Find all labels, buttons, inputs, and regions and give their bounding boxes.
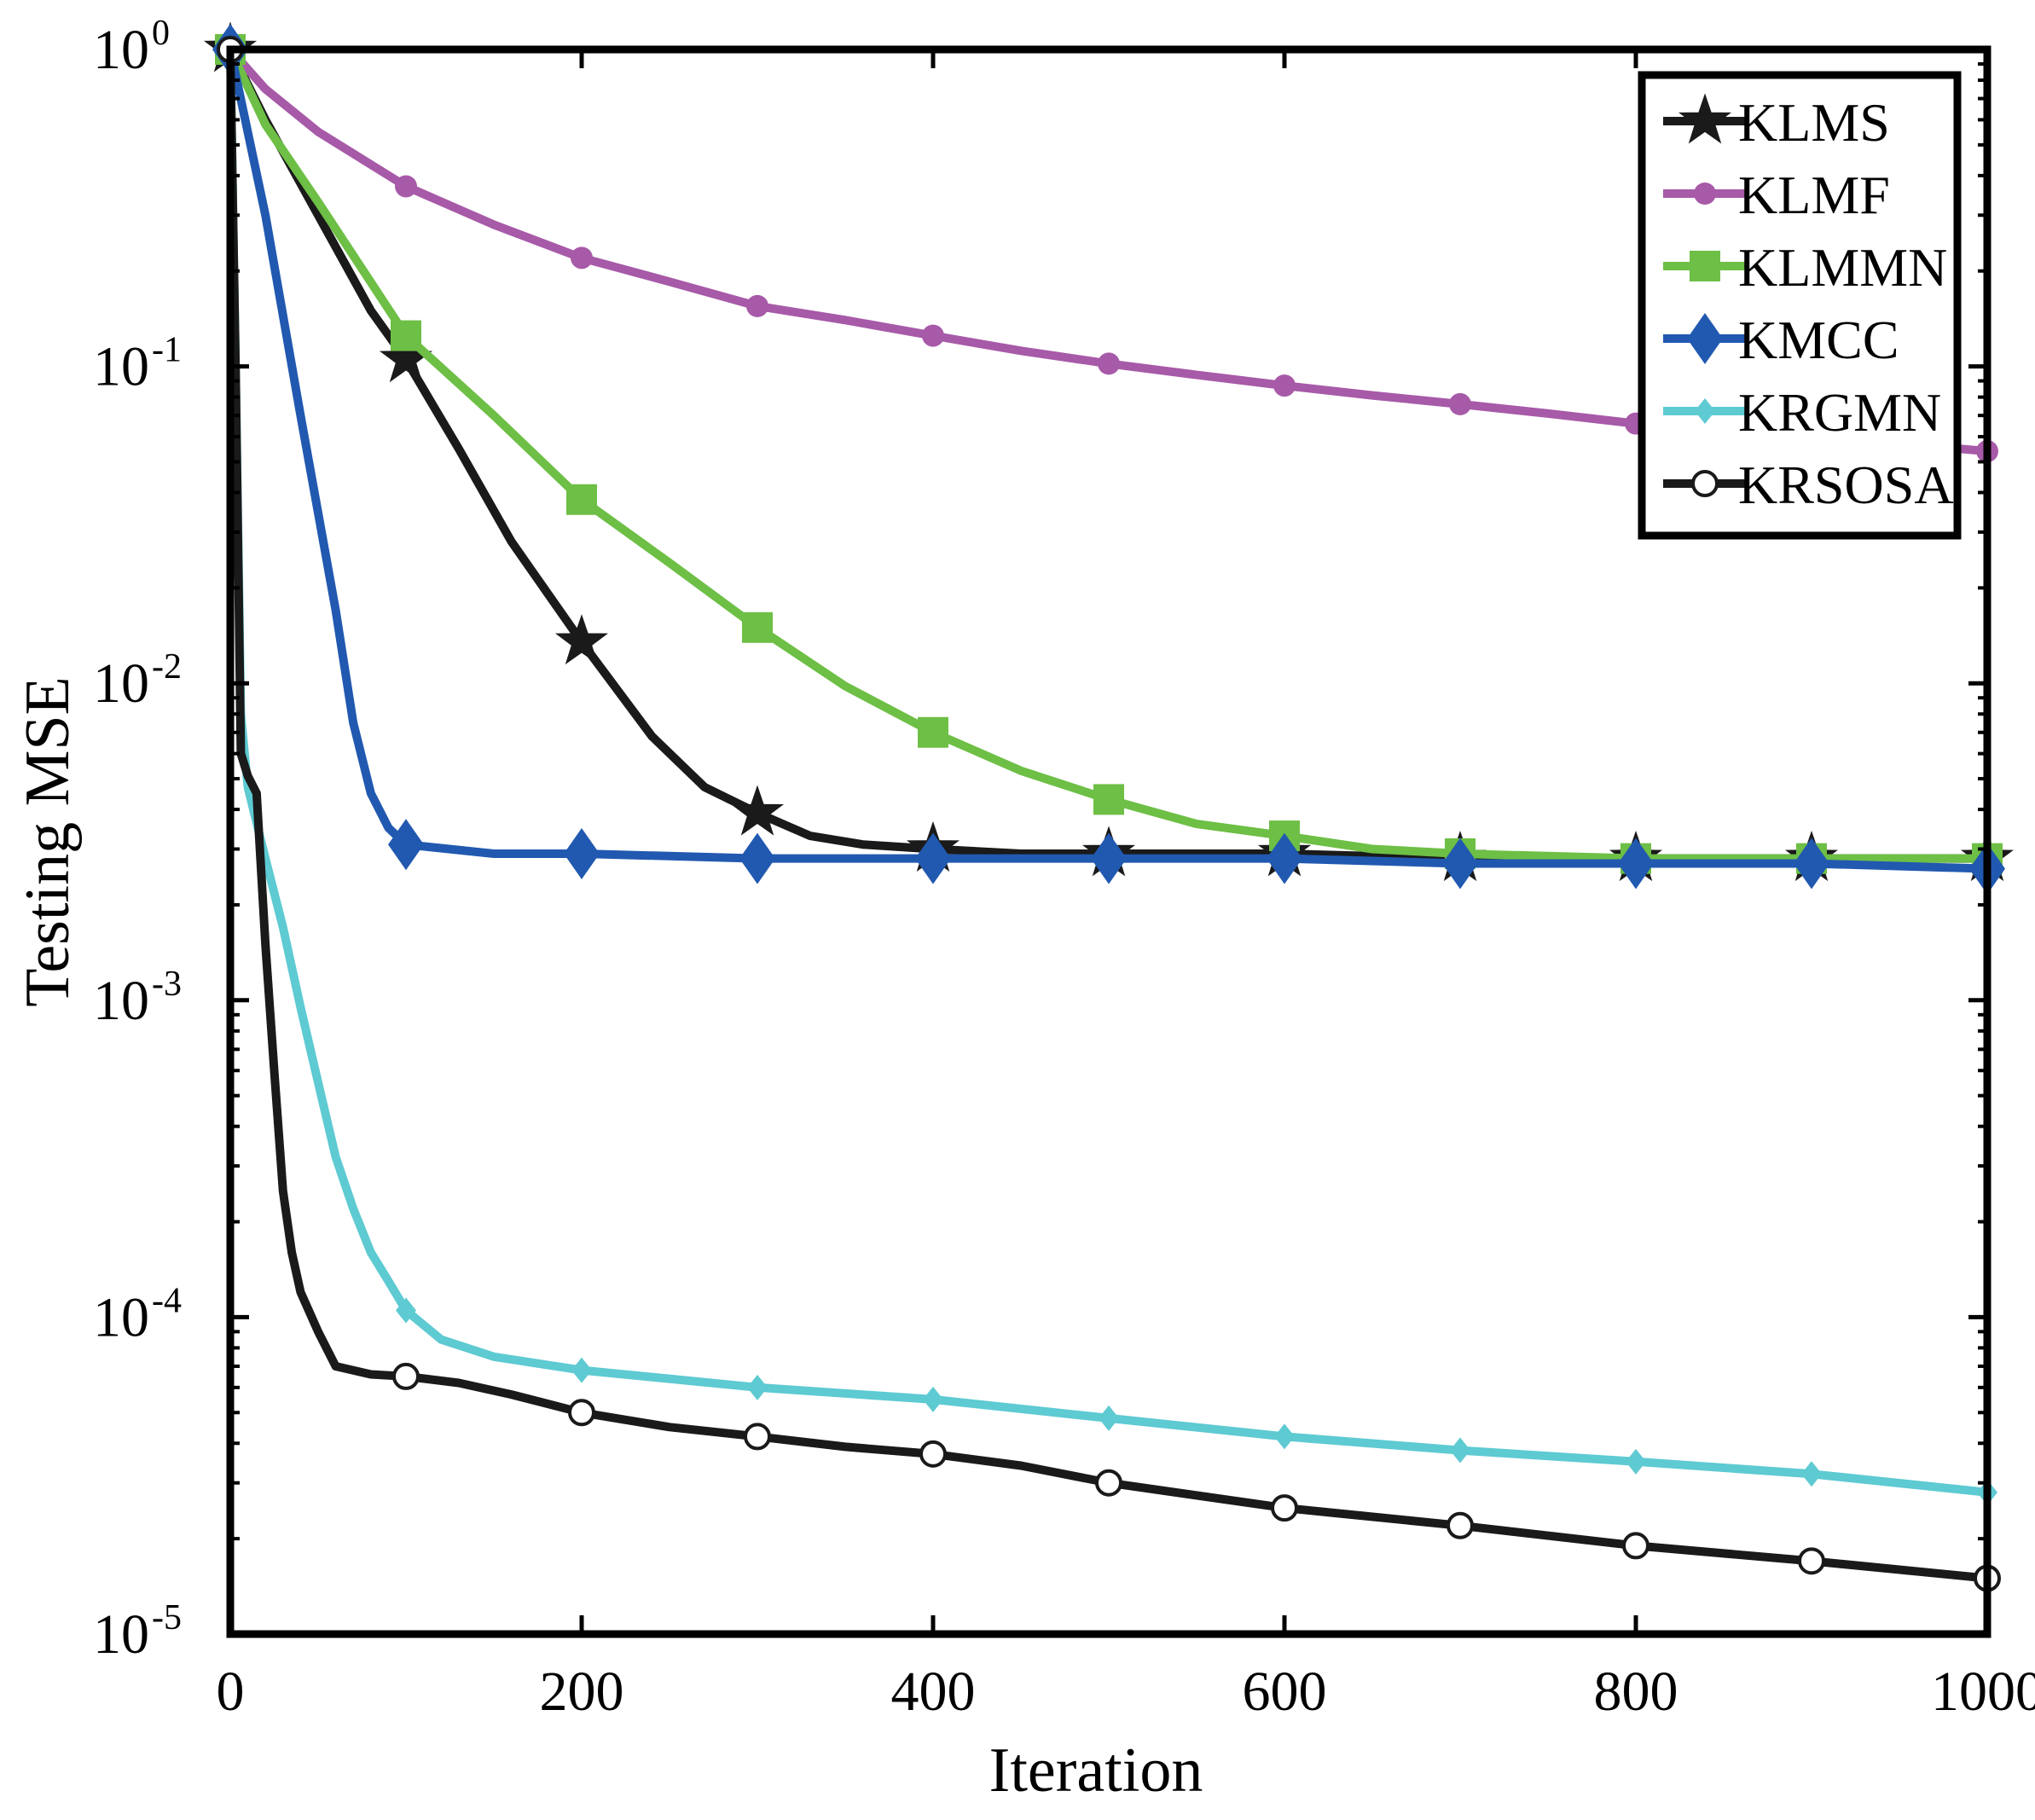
data-point-krsosa [1798, 1547, 1825, 1575]
plot-frame [226, 45, 1992, 1638]
y-tick-label: 10 -1 [93, 331, 182, 398]
data-point-kmcc [388, 819, 424, 871]
data-point-kmcc [564, 827, 600, 879]
legend-item-krsosa: KRSOSA [1663, 455, 1954, 515]
legend-items: KLMS KLMF KLMMN KMCC KRGMN KRSOSA [1663, 92, 1954, 515]
data-point-krsosa [1622, 1532, 1649, 1560]
y-tick-label-base: 10 [93, 970, 149, 1032]
y-tick-label-base: 10 [93, 336, 149, 398]
y-tick-label-base: 10 [93, 1603, 149, 1666]
x-tick-label: 600 [1243, 1661, 1327, 1723]
data-point-kmcc [1794, 838, 1829, 890]
legend-marker-klmmn [1690, 251, 1720, 281]
legend-marker-klms [1678, 93, 1732, 144]
y-tick-label-exponent: -4 [152, 1281, 182, 1320]
legend-label-krsosa: KRSOSA [1738, 455, 1954, 515]
data-point-klms [730, 785, 785, 836]
data-point-krsosa [392, 1362, 420, 1390]
y-tick-label-base: 10 [93, 652, 149, 715]
y-tick-label-exponent: -3 [152, 965, 182, 1004]
data-point-klmmn [391, 320, 421, 351]
data-point-krsosa [919, 1440, 947, 1468]
data-point-krsosa [568, 1399, 595, 1427]
data-point-klmf [1273, 374, 1296, 397]
data-point-klms [554, 614, 609, 665]
data-point-klmmn [742, 611, 773, 643]
data-point-krsosa [1447, 1511, 1474, 1539]
legend-item-klmf: KLMF [1663, 165, 1890, 225]
y-tick-label-base: 10 [93, 1286, 149, 1348]
data-point-kmcc [1442, 838, 1478, 890]
legend-marker-klmf [1694, 183, 1716, 205]
legend-item-klmmn: KLMMN [1663, 237, 1947, 298]
data-point-krgmn [1274, 1423, 1295, 1450]
y-axis-label: Testing MSE [13, 676, 83, 1006]
data-point-klmmn [1093, 784, 1124, 815]
data-point-klmf [1449, 392, 1471, 415]
data-point-krgmn [747, 1374, 768, 1400]
y-tick-label: 10 -4 [93, 1281, 182, 1348]
data-point-kmcc [1267, 832, 1302, 884]
data-point-klmf [1098, 352, 1120, 375]
data-point-krgmn [1626, 1448, 1646, 1475]
y-tick-label: 10 -2 [93, 647, 182, 715]
legend-label-klmf: KLMF [1738, 165, 1890, 225]
data-point-krsosa [1271, 1494, 1298, 1522]
data-point-klmf [746, 294, 768, 317]
legend-item-kmcc: KMCC [1663, 310, 1899, 370]
data-point-kmcc [915, 832, 951, 884]
y-tick-label-exponent: -1 [152, 331, 182, 370]
y-tick-label: 10 0 [93, 14, 170, 81]
data-point-krgmn [571, 1357, 592, 1383]
data-point-klmmn [918, 716, 948, 748]
legend-marker-kmcc [1687, 313, 1723, 364]
data-point-kmcc [739, 832, 775, 884]
data-point-krgmn [1801, 1461, 1822, 1487]
y-tick-label-exponent: 0 [152, 14, 170, 53]
legend-box [1638, 71, 1962, 540]
legend-label-kmcc: KMCC [1738, 310, 1899, 370]
x-tick-label: 800 [1594, 1661, 1678, 1723]
legend-marker-krsosa [1691, 470, 1719, 497]
x-tick-label: 200 [540, 1661, 624, 1723]
series-line-kmcc [226, 45, 1992, 873]
x-axis-label: Iteration [989, 1736, 1203, 1806]
data-point-klmf [395, 175, 417, 198]
x-tick-label: 0 [217, 1661, 245, 1723]
legend-marker-krgmn [1695, 398, 1715, 424]
data-point-krsosa [1095, 1469, 1122, 1497]
legend-label-krgmn: KRGMN [1738, 382, 1941, 443]
data-point-krgmn [1099, 1405, 1119, 1431]
data-point-krgmn [1450, 1437, 1470, 1464]
data-point-klmf [571, 246, 593, 270]
y-tick-label-exponent: -2 [152, 647, 182, 687]
data-point-krgmn [923, 1386, 943, 1412]
data-point-klmmn [566, 484, 597, 515]
data-point-kmcc [1618, 838, 1654, 890]
legend: KLMS KLMF KLMMN KMCC KRGMN KRSOSA [1638, 71, 1962, 540]
y-tick-label: 10 -3 [93, 965, 182, 1032]
data-point-kmcc [1091, 832, 1127, 884]
legend-label-klmmn: KLMMN [1738, 237, 1947, 298]
y-tick-label-base: 10 [93, 19, 149, 81]
data-point-klmf [922, 324, 944, 347]
x-tick-label: 400 [891, 1661, 976, 1723]
data-point-krgmn [396, 1297, 416, 1324]
x-tick-label: 1000 [1931, 1661, 2035, 1723]
y-tick-label-exponent: -5 [152, 1598, 182, 1637]
y-tick-label: 10 -5 [93, 1598, 182, 1666]
legend-item-krgmn: KRGMN [1663, 382, 1941, 443]
legend-label-klms: KLMS [1738, 92, 1890, 153]
legend-item-klms: KLMS [1663, 92, 1890, 153]
data-point-krsosa [744, 1423, 771, 1451]
series-line-krsosa [226, 45, 1992, 1583]
